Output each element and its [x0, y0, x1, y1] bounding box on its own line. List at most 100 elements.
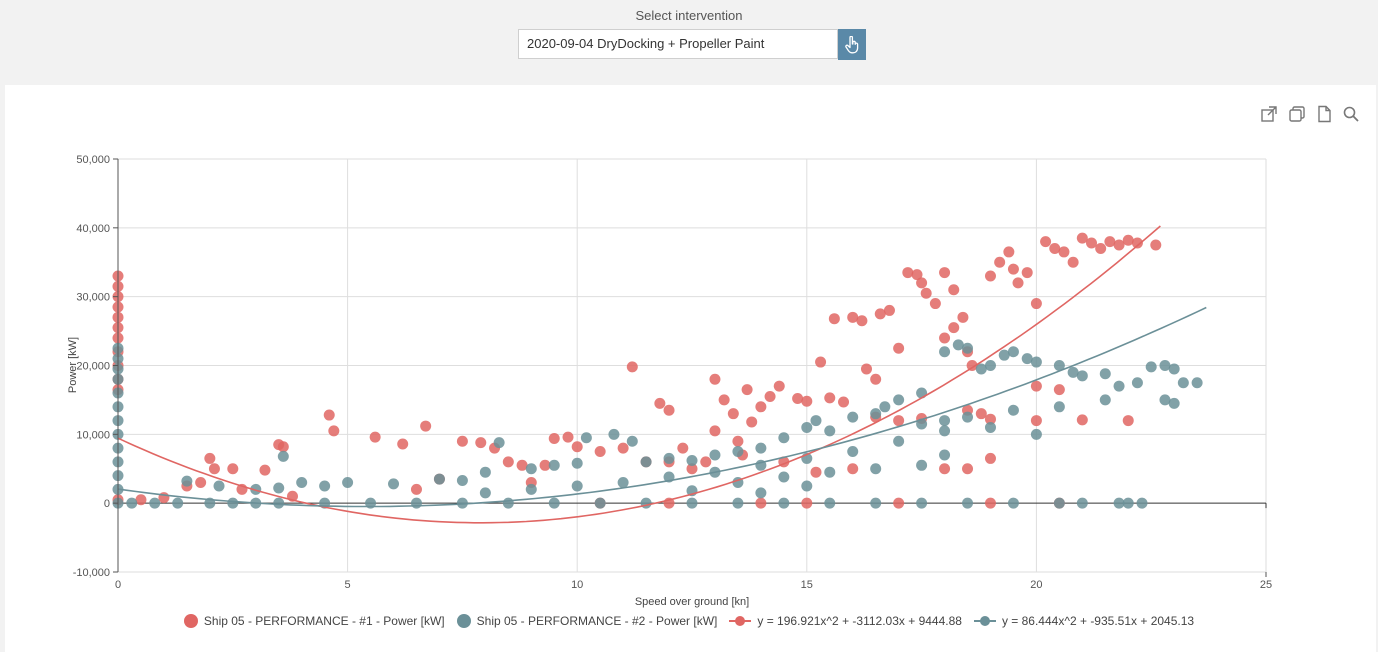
data-point-series1 [1021, 267, 1033, 279]
data-point-series2 [962, 342, 974, 354]
data-point-series1 [902, 267, 914, 279]
data-point-series2 [456, 474, 468, 486]
data-point-series2 [984, 360, 996, 371]
y-tick-label: 10,000 [76, 429, 110, 441]
data-point-series1 [594, 446, 606, 458]
y-tick-label: -10,000 [73, 567, 110, 579]
data-point-series1 [227, 463, 239, 475]
data-point-series1 [1003, 246, 1015, 258]
data-point-series1 [1076, 232, 1088, 244]
data-point-series2 [319, 480, 331, 492]
data-point-series1 [966, 360, 978, 371]
data-point-series2 [1007, 346, 1019, 358]
search-icon[interactable] [1342, 105, 1360, 123]
data-point-series1 [893, 415, 905, 427]
data-point-series1 [686, 463, 698, 475]
data-point-series1 [916, 277, 928, 289]
data-point-series1 [562, 431, 574, 443]
legend-marker-fit2 [973, 616, 996, 626]
x-axis-title: Speed over ground [kn] [635, 596, 749, 608]
x-tick-label: 0 [115, 579, 121, 591]
data-point-series1 [815, 356, 827, 368]
data-point-series1 [323, 409, 335, 421]
data-point-series1 [810, 466, 822, 478]
axes: 0 5 10 15 20 25 -10,000 0 10,000 20,000 30,000 40,0… [73, 154, 1272, 591]
data-point-series1 [1086, 237, 1098, 249]
hand-pointer-icon [845, 35, 859, 53]
data-point-series2 [1191, 377, 1203, 389]
data-point-series1 [957, 311, 969, 323]
data-point-series1 [204, 452, 216, 464]
data-point-series1 [677, 442, 689, 454]
data-point-series1 [195, 477, 207, 489]
data-point-series1 [1030, 380, 1042, 392]
data-point-series2 [1053, 497, 1065, 509]
data-point-series1 [1104, 236, 1116, 248]
data-point-series2 [984, 421, 996, 433]
data-point-series2 [1030, 356, 1042, 368]
apply-intervention-button[interactable] [838, 29, 866, 60]
data-point-series2 [149, 497, 161, 509]
y-tick-label: 0 [104, 498, 110, 510]
data-point-series1 [617, 442, 629, 454]
data-point-series1 [1053, 384, 1065, 396]
data-point-series2 [755, 442, 767, 454]
x-tick-label: 15 [801, 579, 813, 591]
y-tick-label: 40,000 [76, 223, 110, 235]
data-point-series1 [801, 395, 813, 407]
data-point-series1 [718, 394, 730, 406]
document-icon[interactable] [1315, 105, 1333, 123]
legend-item-series2[interactable]: Ship 05 - PERFORMANCE - #2 - Power [kW] [456, 614, 717, 628]
data-point-series1 [732, 435, 744, 447]
legend-item-fit1[interactable]: y = 196.921x^2 + -3112.03x + 9444.88 [729, 614, 962, 628]
legend-item-series1[interactable]: Ship 05 - PERFORMANCE - #1 - Power [kW] [183, 614, 445, 628]
external-link-icon[interactable] [1260, 105, 1278, 123]
data-point-series1 [410, 483, 422, 495]
data-point-series2 [126, 497, 138, 509]
legend-marker-series1 [183, 614, 198, 628]
data-point-series1 [773, 380, 785, 392]
x-tick-label: 20 [1030, 579, 1042, 591]
data-point-series1 [984, 497, 996, 509]
data-point-series2 [296, 477, 308, 489]
data-point-series1 [975, 408, 987, 420]
data-point-series2 [810, 415, 822, 427]
data-point-series2 [213, 480, 225, 492]
data-point-series2 [181, 475, 193, 487]
y-tick-label: 30,000 [76, 292, 110, 304]
data-point-series2 [1168, 397, 1180, 409]
legend-item-fit2[interactable]: y = 86.444x^2 + -935.51x + 2045.13 [973, 614, 1194, 628]
data-point-series1 [208, 463, 220, 475]
data-point-series1 [746, 416, 758, 428]
data-point-series2 [1053, 360, 1065, 371]
data-point-series1 [709, 425, 721, 437]
copy-icon[interactable] [1288, 105, 1306, 123]
data-point-series1 [847, 311, 859, 323]
data-point-series1 [456, 435, 468, 447]
data-point-series2 [1168, 363, 1180, 375]
data-point-series1 [860, 363, 872, 375]
data-point-series2 [1076, 497, 1088, 509]
data-point-series1 [727, 408, 739, 420]
data-point-series1 [1030, 415, 1042, 427]
data-point-series2 [870, 408, 882, 420]
data-point-series2 [1113, 497, 1125, 509]
data-point-series2 [640, 497, 652, 509]
legend-marker-fit1 [729, 616, 752, 626]
data-point-series2 [273, 497, 285, 509]
data-point-series2 [824, 425, 836, 437]
data-point-series2 [1030, 428, 1042, 440]
data-point-series2 [1136, 497, 1148, 509]
select-intervention-label: Select intervention [635, 8, 743, 23]
data-point-series1 [764, 390, 776, 402]
data-point-series1 [847, 463, 859, 475]
data-point-series1 [135, 494, 147, 506]
data-point-series1 [994, 256, 1006, 268]
data-point-series1 [1095, 242, 1107, 254]
data-points [112, 232, 1203, 509]
intervention-select[interactable]: 2020-09-04 DryDocking + Propeller Paint [518, 29, 838, 59]
data-point-series2 [479, 466, 491, 478]
intervention-selector-bar: Select intervention 2020-09-04 DryDockin… [0, 0, 1378, 84]
data-point-series1 [1113, 239, 1125, 251]
